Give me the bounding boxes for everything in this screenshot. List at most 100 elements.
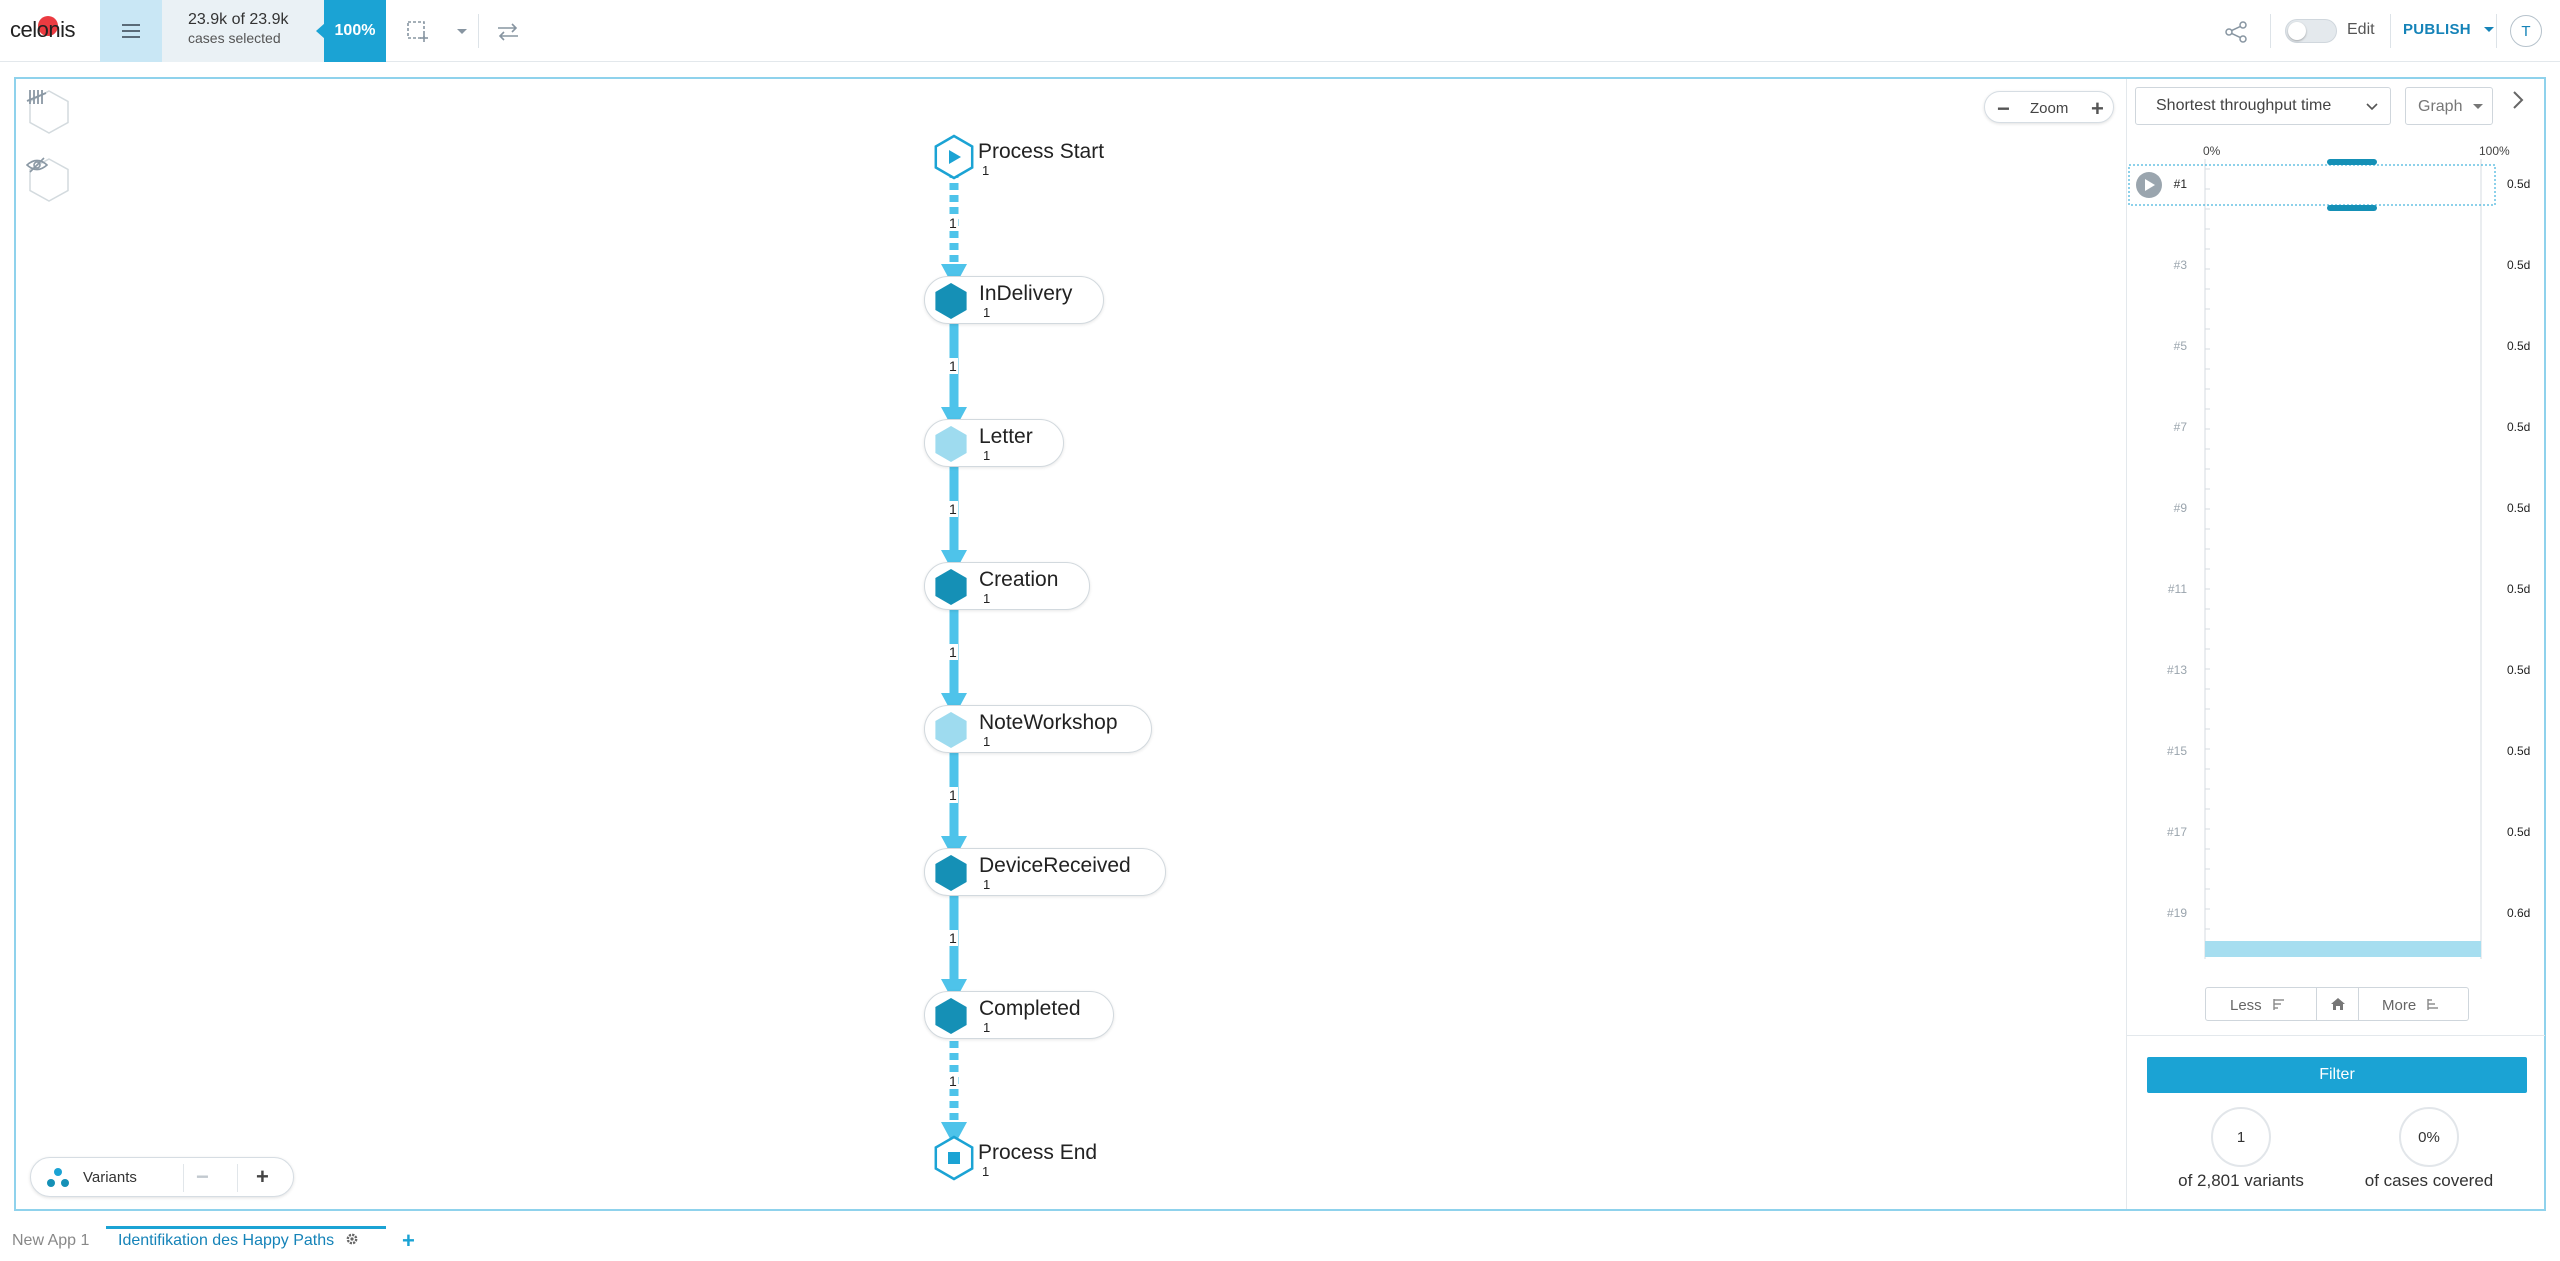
process-start-node[interactable]: Process Start 1 — [930, 135, 1110, 183]
sheet-tab-bar: New App 1 Identifikation des Happy Paths… — [0, 1222, 2560, 1261]
variants-control: Variants − + — [30, 1157, 294, 1197]
variant-coverage-bar — [2205, 941, 2481, 957]
play-icon — [949, 150, 961, 164]
node-count: 1 — [982, 1164, 990, 1179]
frequency-toggle-button[interactable] — [26, 89, 72, 135]
collapse-panel-button[interactable] — [2511, 89, 2525, 116]
variants-label: Variants — [83, 1169, 137, 1186]
tab-new-app-1[interactable]: New App 1 — [12, 1232, 90, 1249]
activity-node-indelivery[interactable]: InDelivery 1 — [924, 276, 1104, 324]
user-avatar[interactable]: T — [2510, 15, 2542, 47]
activity-node-letter[interactable]: Letter 1 — [924, 419, 1064, 467]
top-bar: celonis 23.9k of 23.9k cases selected 10… — [0, 0, 2560, 62]
case-selection-summary[interactable]: 23.9k of 23.9k cases selected — [162, 0, 324, 62]
zoom-in-button[interactable]: + — [2091, 96, 2104, 121]
variant-rank[interactable]: #17 — [2166, 825, 2187, 839]
process-end-node[interactable]: Process End 1 — [930, 1136, 1110, 1184]
fewer-variants-button[interactable]: − — [196, 1164, 209, 1189]
more-variants-button[interactable]: + — [256, 1164, 269, 1189]
node-label: Letter — [979, 425, 1033, 448]
variant-throughput-time: 0.5d — [2507, 339, 2531, 353]
variants-icon — [47, 1168, 69, 1187]
sort-order-value: Shortest throughput time — [2156, 97, 2332, 114]
active-tab-indicator — [106, 1226, 386, 1229]
variant-throughput-time: 0.5d — [2507, 582, 2531, 596]
variant-throughput-time: 0.5d — [2507, 258, 2531, 272]
edge-count-label: 1 — [948, 357, 958, 374]
visibility-toggle-button[interactable] — [26, 157, 72, 203]
selection-icon — [407, 21, 428, 42]
app-logo[interactable]: celonis — [10, 17, 75, 42]
activity-hexagon-icon — [935, 426, 967, 462]
menu-icon — [122, 24, 140, 38]
sort-order-select[interactable]: Shortest throughput time — [2135, 87, 2391, 125]
swap-button[interactable] — [494, 18, 522, 46]
coverage-caption: of cases covered — [2364, 1171, 2494, 1190]
node-count: 1 — [983, 448, 991, 463]
variant-throughput-time: 0.5d — [2507, 663, 2531, 677]
caret-down-icon — [2473, 104, 2483, 109]
more-label: More — [2382, 997, 2417, 1014]
less-icon — [2273, 999, 2284, 1010]
variant-rank[interactable]: #1 — [2173, 177, 2187, 191]
selected-variant-row[interactable] — [2128, 164, 2496, 206]
tab-identifikation-des-happy-paths[interactable]: Identifikation des Happy Paths — [118, 1232, 359, 1250]
view-mode-button[interactable]: Graph — [2405, 87, 2493, 125]
variant-rank[interactable]: #11 — [2167, 582, 2187, 596]
process-graph-canvas[interactable]: − Zoom + 1 1 1 1 1 1 1 Process Start 1 InDelivery… — [16, 79, 2126, 1209]
add-sheet-button[interactable]: + — [402, 1228, 415, 1253]
home-button[interactable] — [2330, 997, 2346, 1015]
zoom-control: − Zoom + — [1984, 91, 2114, 123]
selection-tool-button[interactable] — [404, 18, 432, 46]
filter-button[interactable]: Filter — [2147, 1057, 2527, 1093]
variant-rank[interactable]: #13 — [2166, 663, 2187, 677]
edit-label: Edit — [2347, 21, 2375, 38]
variant-rank[interactable]: #7 — [2173, 420, 2187, 434]
share-icon — [2225, 21, 2247, 43]
activity-hexagon-icon — [935, 998, 967, 1034]
variant-marker-bottom — [2327, 205, 2377, 211]
more-button[interactable]: More — [2382, 997, 2440, 1014]
more-icon — [2427, 999, 2439, 1010]
variant-rank[interactable]: #9 — [2173, 501, 2187, 515]
panel-divider — [2127, 1035, 2545, 1036]
activity-node-noteworkshop[interactable]: NoteWorkshop 1 — [924, 705, 1152, 753]
selection-dropdown-button[interactable] — [448, 18, 476, 46]
edge-arrowhead — [941, 1122, 967, 1146]
axis-max-label: 100% — [2479, 144, 2510, 158]
node-count: 1 — [983, 734, 991, 749]
activity-node-creation[interactable]: Creation 1 — [924, 562, 1090, 610]
activity-hexagon-icon — [935, 569, 967, 605]
edit-mode-toggle[interactable] — [2285, 19, 2337, 43]
variant-throughput-time: 0.5d — [2507, 177, 2531, 191]
node-label: Completed — [979, 997, 1081, 1020]
selection-percent-badge[interactable]: 100% — [324, 0, 386, 62]
view-mode-label: Graph — [2418, 98, 2463, 115]
toolbar-divider — [2390, 14, 2391, 48]
hamburger-menu-button[interactable] — [100, 0, 162, 62]
share-button[interactable] — [2222, 18, 2250, 46]
play-icon — [2145, 179, 2155, 191]
variant-rank[interactable]: #5 — [2173, 339, 2187, 353]
zoom-out-button[interactable]: − — [1997, 96, 2010, 121]
variant-rank[interactable]: #15 — [2166, 744, 2187, 758]
less-button[interactable]: Less — [2230, 997, 2286, 1014]
publish-button[interactable]: PUBLISH — [2403, 21, 2495, 38]
tab-label: Identifikation des Happy Paths — [118, 1232, 335, 1249]
caret-down-icon — [2484, 27, 2495, 33]
variant-list-chart — [2128, 159, 2496, 959]
caret-down-icon — [457, 29, 467, 34]
node-label: InDelivery — [979, 282, 1073, 305]
gear-icon — [346, 1233, 357, 1245]
variant-rank[interactable]: #19 — [2166, 906, 2187, 920]
process-graph — [934, 134, 974, 1181]
node-label: NoteWorkshop — [979, 711, 1118, 734]
variant-throughput-time: 0.5d — [2507, 744, 2531, 758]
variant-rank[interactable]: #3 — [2173, 258, 2187, 272]
variant-throughput-time: 0.6d — [2507, 906, 2531, 920]
tally-marks-icon — [26, 89, 72, 135]
node-count: 1 — [983, 877, 991, 892]
activity-node-devicereceived[interactable]: DeviceReceived 1 — [924, 848, 1166, 896]
activity-node-completed[interactable]: Completed 1 — [924, 991, 1114, 1039]
cases-count: 23.9k of 23.9k — [188, 11, 289, 28]
